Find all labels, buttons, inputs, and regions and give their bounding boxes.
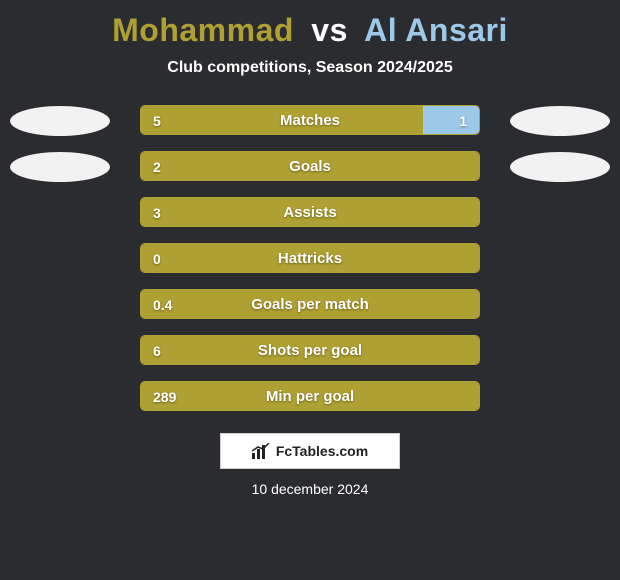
player2-avatar [510, 106, 610, 136]
brand-text: FcTables.com [276, 443, 368, 459]
player1-avatar [10, 152, 110, 182]
player1-bar-fill [141, 198, 479, 226]
player1-bar-fill [141, 290, 479, 318]
player1-value: 2 [141, 152, 173, 180]
player1-bar-fill [141, 152, 479, 180]
date-label: 10 december 2024 [0, 481, 620, 497]
player1-bar-fill [141, 244, 479, 272]
stat-row: 289Min per goal [0, 381, 620, 413]
vs-label: vs [311, 12, 348, 48]
player1-name: Mohammad [112, 12, 294, 48]
player1-avatar [10, 106, 110, 136]
stat-bar: 6Shots per goal [140, 335, 480, 365]
player1-value: 3 [141, 198, 173, 226]
stat-bar: 0.4Goals per match [140, 289, 480, 319]
player2-avatar [510, 152, 610, 182]
stat-row: 0.4Goals per match [0, 289, 620, 321]
stat-bar: 3Assists [140, 197, 480, 227]
stat-bar: 51Matches [140, 105, 480, 135]
stat-row: 3Assists [0, 197, 620, 229]
player2-name: Al Ansari [364, 12, 508, 48]
stat-row: 2Goals [0, 151, 620, 183]
player1-value: 0.4 [141, 290, 184, 318]
stat-row: 6Shots per goal [0, 335, 620, 367]
chart-icon [252, 443, 270, 459]
stat-bar: 2Goals [140, 151, 480, 181]
comparison-card: Mohammad vs Al Ansari Club competitions,… [0, 0, 620, 580]
stat-bar: 0Hattricks [140, 243, 480, 273]
subtitle: Club competitions, Season 2024/2025 [0, 59, 620, 77]
player2-value: 1 [447, 106, 479, 134]
stat-row: 0Hattricks [0, 243, 620, 275]
stat-row: 51Matches [0, 105, 620, 137]
player1-value: 289 [141, 382, 188, 410]
stat-bar: 289Min per goal [140, 381, 480, 411]
player1-bar-fill [141, 382, 479, 410]
brand-badge[interactable]: FcTables.com [220, 433, 400, 469]
player1-value: 6 [141, 336, 173, 364]
player1-bar-fill [141, 106, 423, 134]
page-title: Mohammad vs Al Ansari [0, 12, 620, 49]
player1-value: 0 [141, 244, 173, 272]
player1-bar-fill [141, 336, 479, 364]
player1-value: 5 [141, 106, 173, 134]
stats-container: 51Matches2Goals3Assists0Hattricks0.4Goal… [0, 105, 620, 413]
